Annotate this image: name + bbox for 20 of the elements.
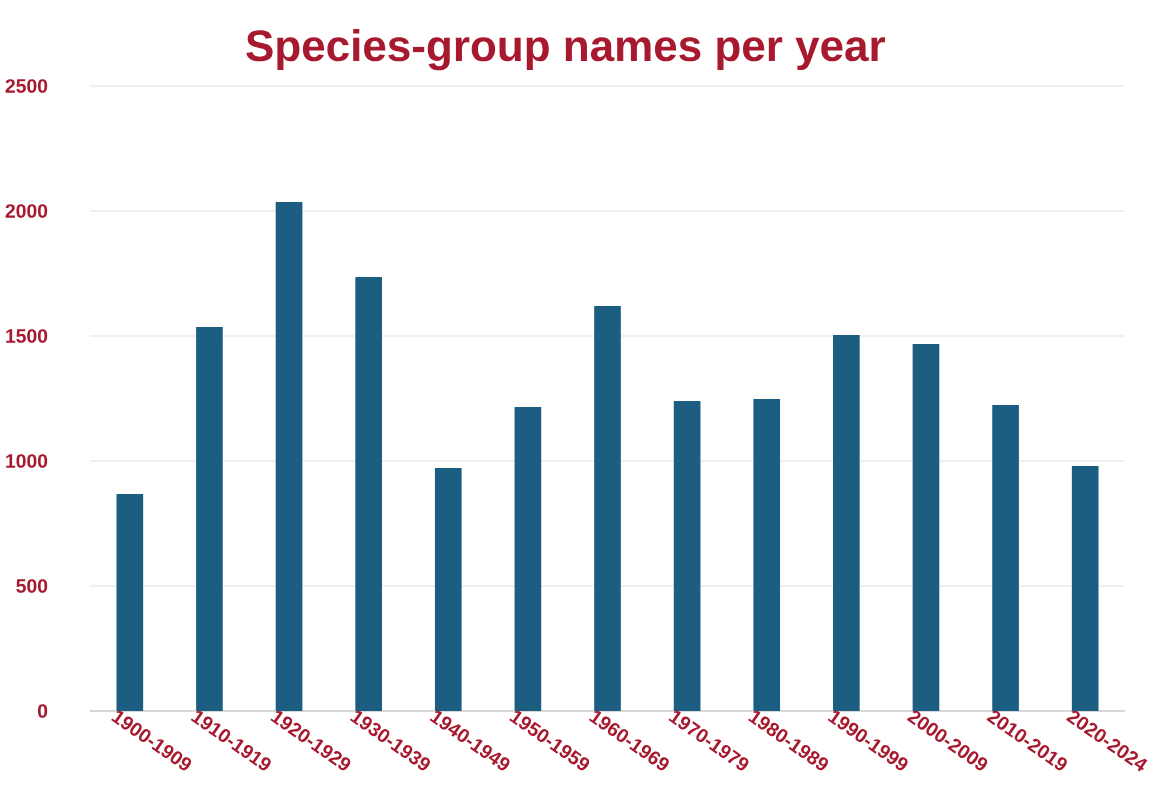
- bar: [673, 400, 701, 711]
- chart-title: Species-group names per year: [246, 29, 885, 71]
- bar: [594, 305, 621, 711]
- bar: [434, 467, 462, 711]
- y-tick-label: 2000: [5, 204, 48, 218]
- bar: [1071, 465, 1099, 711]
- bar: [514, 406, 542, 711]
- bar: [753, 398, 781, 711]
- bar: [992, 404, 1019, 711]
- y-tick-label: 2500: [5, 79, 48, 93]
- y-tick-label: 1000: [6, 454, 48, 468]
- bar: [355, 276, 382, 711]
- bar: [275, 201, 303, 711]
- y-tick-label: 500: [16, 579, 48, 593]
- bar: [833, 334, 860, 711]
- bar: [912, 343, 940, 711]
- bar: [116, 493, 144, 711]
- y-tick-label: 0: [37, 704, 48, 718]
- bar: [196, 326, 223, 711]
- y-tick-label: 1500: [6, 329, 48, 343]
